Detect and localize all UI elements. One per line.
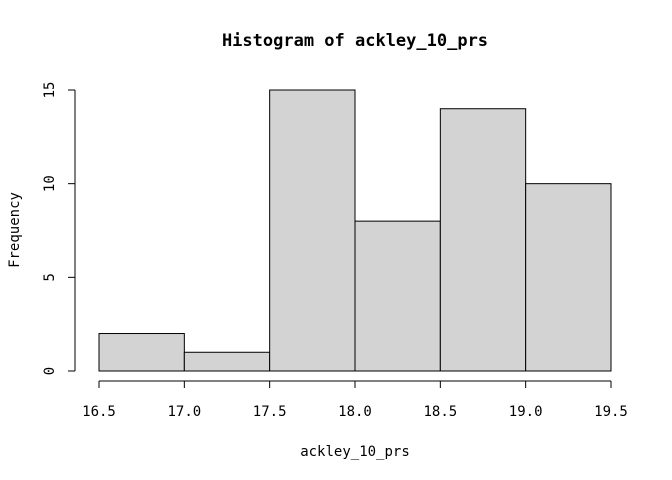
histogram-bar-2 [183, 351, 271, 372]
x-tick-label: 16.5 [82, 404, 116, 420]
y-tick-label: 5 [42, 273, 58, 281]
histogram-bar-1 [98, 333, 185, 372]
x-tick-label: 17.0 [167, 404, 201, 420]
chart-title: Histogram of ackley_10_prs [222, 31, 488, 51]
bars-group [98, 89, 612, 372]
x-tick-label: 18.0 [338, 404, 372, 420]
histogram-bar-6 [525, 183, 612, 372]
y-tick-label: 10 [42, 175, 58, 192]
y-tick-label: 15 [42, 82, 58, 99]
y-axis: 0 5 10 15 [42, 82, 76, 375]
histogram-bar-5 [439, 108, 527, 372]
y-axis-label: Frequency [7, 192, 23, 268]
x-axis-label: ackley_10_prs [300, 444, 410, 460]
histogram-bar-4 [354, 220, 441, 372]
x-axis: 16.5 17.0 17.5 18.0 18.5 19.0 19.5 [82, 380, 628, 420]
y-tick-label: 0 [42, 367, 58, 375]
x-tick-label: 19.0 [509, 404, 543, 420]
x-tick-label: 19.5 [594, 404, 628, 420]
x-tick-label: 17.5 [253, 404, 287, 420]
x-tick-label: 18.5 [423, 404, 457, 420]
histogram-bar-3 [269, 89, 356, 372]
